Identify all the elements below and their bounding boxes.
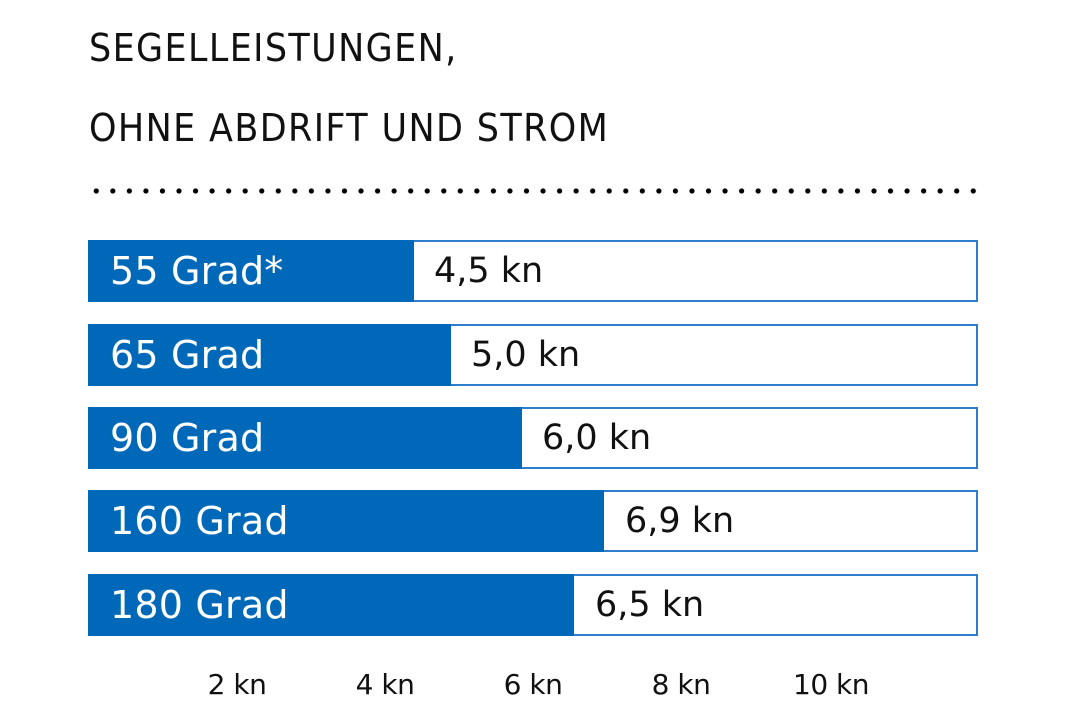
- bar-category-label: 55 Grad*: [110, 249, 284, 293]
- bar-value-label: 5,0 kn: [471, 335, 581, 375]
- dotted-divider: [88, 188, 981, 194]
- bar-row: 90 Grad 6,0 kn: [88, 407, 978, 469]
- bar-fill: [88, 407, 522, 469]
- bar-category-label: 65 Grad: [110, 333, 265, 377]
- bar-value-label: 6,0 kn: [542, 418, 652, 458]
- chart-title-line-2: OHNE ABDRIFT UND STROM: [89, 106, 610, 150]
- x-axis-tick: 10 kn: [793, 668, 870, 701]
- bar-fill: [88, 574, 574, 636]
- bar-fill: [88, 324, 451, 386]
- bar-row: 180 Grad 6,5 kn: [88, 574, 978, 636]
- x-axis-tick: 4 kn: [355, 668, 415, 701]
- bar-category-label: 160 Grad: [110, 499, 289, 543]
- bar-value-label: 6,5 kn: [595, 585, 705, 625]
- x-axis-tick: 6 kn: [503, 668, 563, 701]
- x-axis-tick: 8 kn: [651, 668, 711, 701]
- bar-row: 55 Grad* 4,5 kn: [88, 240, 978, 302]
- x-axis-tick: 2 kn: [207, 668, 267, 701]
- bar-row: 160 Grad 6,9 kn: [88, 490, 978, 552]
- bar-value-label: 4,5 kn: [434, 251, 544, 291]
- bar-value-label: 6,9 kn: [625, 501, 735, 541]
- bar-fill: [88, 490, 604, 552]
- bar-row: 65 Grad 5,0 kn: [88, 324, 978, 386]
- chart-title-line-1: SEGELLEISTUNGEN,: [89, 26, 458, 70]
- bar-category-label: 180 Grad: [110, 583, 289, 627]
- bar-fill: [88, 240, 414, 302]
- bar-category-label: 90 Grad: [110, 416, 265, 460]
